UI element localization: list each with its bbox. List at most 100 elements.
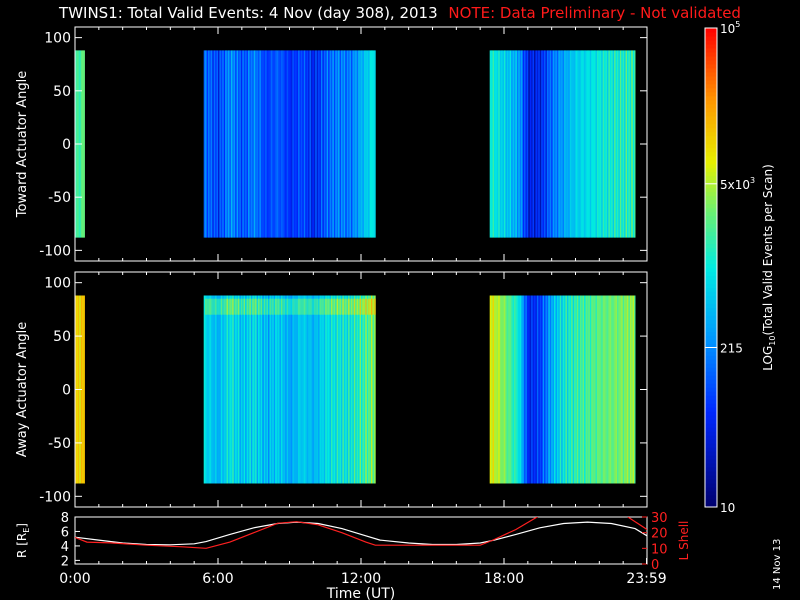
heatmap-column xyxy=(325,295,328,484)
heatmap-column xyxy=(493,50,496,238)
heatmap-column xyxy=(496,295,499,484)
heatmap-column xyxy=(561,295,564,484)
heatmap-column xyxy=(308,50,310,238)
heatmap-band xyxy=(268,298,270,315)
heatmap-band xyxy=(209,298,212,315)
heatmap-column xyxy=(554,50,556,238)
colorbar-segment xyxy=(705,123,717,129)
heatmap-column xyxy=(514,295,516,484)
data-segment xyxy=(489,50,636,238)
colorbar-segment xyxy=(705,191,717,197)
heatmap-column xyxy=(235,50,237,238)
heatmap-column xyxy=(598,50,601,238)
heatmap-column xyxy=(568,50,571,238)
colorbar-segment xyxy=(705,303,717,308)
heatmap-column xyxy=(323,50,326,238)
y-right-axis-label: L Shell xyxy=(677,521,691,561)
heatmap-column xyxy=(236,50,239,238)
heatmap-band xyxy=(292,298,295,315)
heatmap-column xyxy=(628,50,631,238)
heatmap-column xyxy=(339,295,342,484)
y-axis-label: Toward Actuator Angle xyxy=(15,71,30,218)
heatmap-column xyxy=(619,295,622,484)
heatmap-column xyxy=(283,50,286,238)
heatmap-column xyxy=(358,295,360,484)
heatmap-column xyxy=(245,295,247,484)
heatmap-column xyxy=(516,295,519,484)
colorbar-segment xyxy=(705,479,717,484)
l-shell-line xyxy=(75,517,539,549)
heatmap-column xyxy=(350,295,353,484)
heatmap-band xyxy=(259,298,262,315)
heatmap-column xyxy=(609,295,612,484)
colorbar-segment xyxy=(705,299,717,304)
heatmap-column xyxy=(626,50,629,238)
heatmap-band xyxy=(333,298,336,315)
colorbar-tick-label: 10 xyxy=(720,501,735,515)
colorbar-segment xyxy=(705,443,717,448)
heatmap-band xyxy=(310,298,313,315)
heatmap-column xyxy=(315,295,318,484)
heatmap-band xyxy=(258,298,260,315)
heatmap-column xyxy=(628,295,631,484)
heatmap-column xyxy=(242,50,245,238)
heatmap-column xyxy=(575,50,578,238)
colorbar-segment xyxy=(705,63,717,69)
y-right-tick-label: 0 xyxy=(651,558,659,573)
heatmap-column xyxy=(545,295,548,484)
heatmap-band xyxy=(343,298,346,315)
heatmap-band xyxy=(223,298,226,315)
heatmap-column xyxy=(343,50,346,238)
heatmap-column xyxy=(581,295,584,484)
colorbar-segment xyxy=(705,43,717,49)
colorbar-segment xyxy=(705,355,717,360)
heatmap-column xyxy=(616,50,619,238)
heatmap-column xyxy=(511,295,513,484)
heatmap-column xyxy=(371,295,373,484)
heatmap-column xyxy=(222,50,225,238)
colorbar-segment xyxy=(705,351,717,356)
heatmap-column xyxy=(335,295,338,484)
x-tick-label: 23:59 xyxy=(626,571,666,587)
heatmap-band xyxy=(323,298,326,315)
heatmap-column xyxy=(509,50,512,238)
heatmap-column xyxy=(353,50,356,238)
colorbar-label: LOG10(Total Valid Events per Scan) xyxy=(761,164,777,371)
colorbar-segment xyxy=(705,367,717,372)
heatmap-column xyxy=(604,295,606,484)
heatmap-column xyxy=(309,295,312,484)
heatmap-column xyxy=(531,50,533,238)
heatmap-column xyxy=(340,50,343,238)
y-tick-label: 0 xyxy=(62,137,71,153)
heatmap-column xyxy=(253,295,256,484)
heatmap-column xyxy=(634,295,636,484)
heatmap-column xyxy=(605,50,608,238)
heatmap-column xyxy=(626,295,629,484)
heatmap-column xyxy=(83,50,85,238)
heatmap-column xyxy=(286,50,289,238)
heatmap-column xyxy=(340,295,343,484)
heatmap-column xyxy=(586,50,589,238)
heatmap-band xyxy=(236,298,239,315)
heatmap-column xyxy=(329,295,332,484)
heatmap-column xyxy=(282,50,285,238)
heatmap-band xyxy=(325,298,328,315)
heatmap-column xyxy=(213,50,216,238)
heatmap-band xyxy=(313,298,316,315)
heatmap-column xyxy=(631,295,634,484)
colorbar-segment xyxy=(705,419,717,424)
heatmap-column xyxy=(348,295,350,484)
heatmap-column xyxy=(535,50,538,238)
heatmap-column xyxy=(634,50,636,238)
heatmap-column xyxy=(366,50,369,238)
heatmap-column xyxy=(329,50,332,238)
heatmap-column xyxy=(348,50,350,238)
heatmap-column xyxy=(535,295,538,484)
heatmap-band xyxy=(312,298,315,315)
heatmap-column xyxy=(519,50,522,238)
date-stamp: 14 Nov 13 xyxy=(772,538,783,590)
heatmap-column xyxy=(495,50,498,238)
heatmap-column xyxy=(526,295,529,484)
heatmap-band xyxy=(302,298,305,315)
heatmap-column xyxy=(502,50,505,238)
